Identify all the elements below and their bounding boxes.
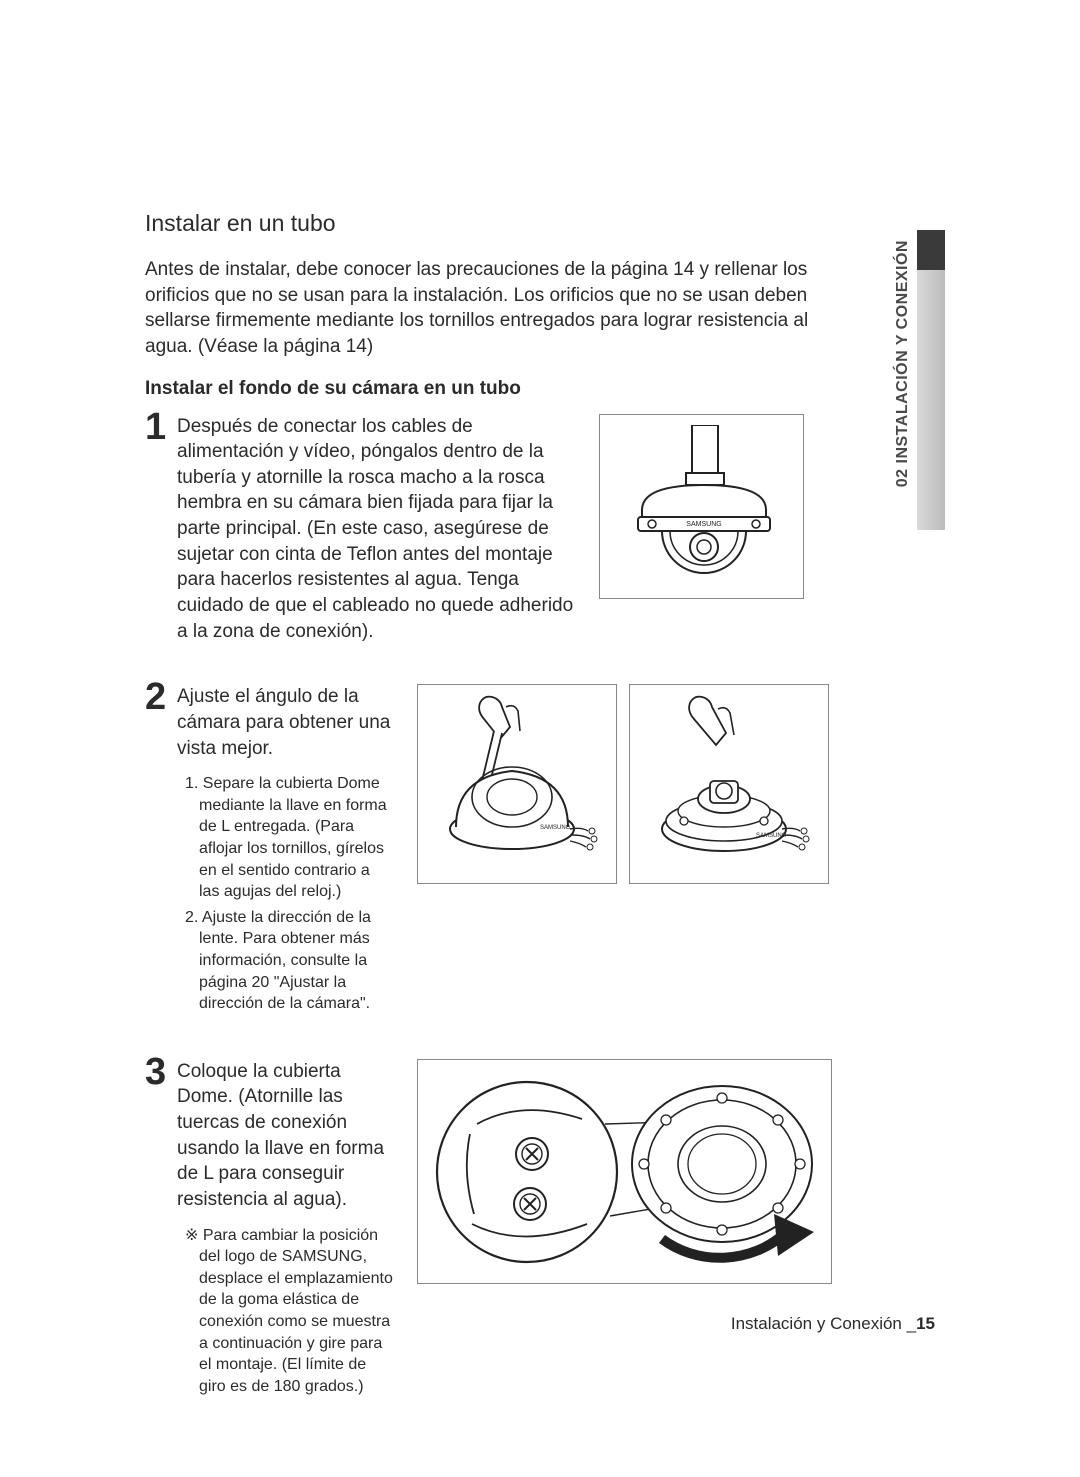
svg-text:SAMSUNG: SAMSUNG (540, 825, 571, 831)
brand-text: SAMSUNG (686, 521, 721, 528)
figure-2a-remove-dome: SAMSUNG (417, 684, 617, 884)
subheading: Instalar el fondo de su cámara en un tub… (145, 378, 950, 400)
figure-2b-adjust-lens: SAMSUNG (629, 684, 829, 884)
step-2-sub-1: 1. Separe la cubierta Dome mediante la l… (185, 773, 393, 903)
step-2-sub-2: 2. Ajuste la dirección de la lente. Para… (185, 907, 393, 1015)
step-1-number: 1 (145, 406, 166, 449)
figure-1-camera-on-tube: SAMSUNG (599, 414, 804, 599)
step-3-note: ※ Para cambiar la posición del logo de S… (185, 1225, 393, 1398)
svg-text:SAMSUNG: SAMSUNG (756, 833, 787, 839)
side-tab-accent (917, 230, 945, 270)
footer-page-number: 15 (916, 1314, 935, 1333)
figure-3-logo-rotation (417, 1059, 832, 1284)
page-footer: Instalación y Conexión _15 (731, 1314, 935, 1334)
step-3-text: Coloque la cubierta Dome. (Atornille las… (177, 1059, 393, 1213)
section-title: Instalar en un tubo (145, 210, 950, 237)
step-2-text: Ajuste el ángulo de la cámara para obten… (177, 684, 393, 761)
footer-section: Instalación y Conexión _ (731, 1314, 916, 1333)
step-3-number: 3 (145, 1051, 166, 1094)
intro-paragraph: Antes de instalar, debe conocer las prec… (145, 257, 845, 360)
step-1: 1 Después de conectar los cables de alim… (145, 414, 950, 645)
step-2-number: 2 (145, 676, 166, 719)
step-3: 3 Coloque la cubierta Dome. (Atornille l… (145, 1059, 950, 1398)
step-1-text: Después de conectar los cables de alimen… (177, 414, 575, 645)
step-2: 2 Ajuste el ángulo de la cámara para obt… (145, 684, 950, 1018)
